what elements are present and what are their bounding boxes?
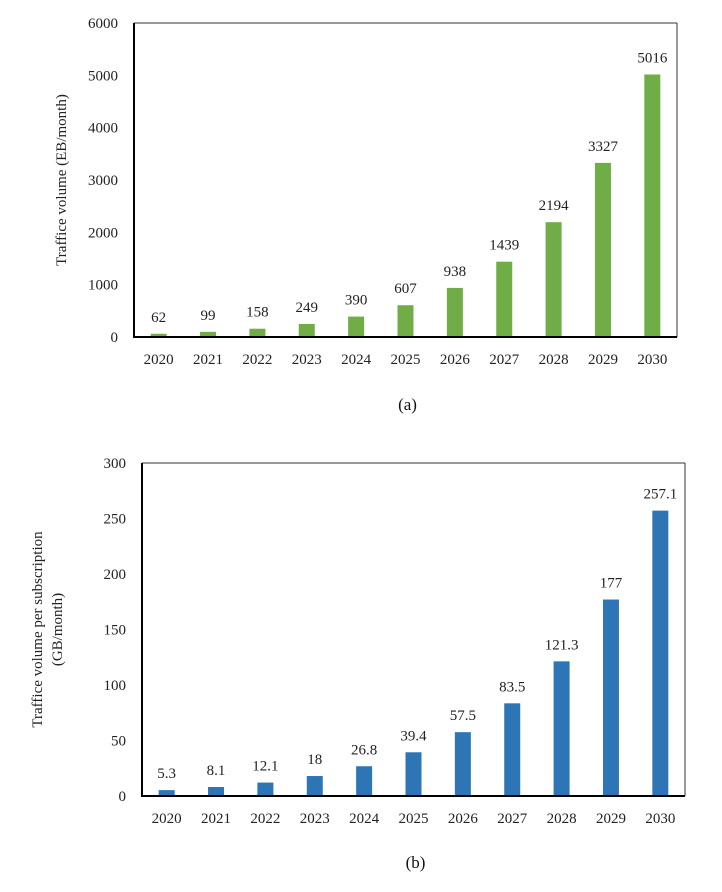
- x-tick-label-2020: 2020: [152, 811, 182, 827]
- bar-2027: [496, 261, 513, 337]
- x-tick-label-2027: 2027: [497, 811, 528, 827]
- x-tick-label-2022: 2022: [250, 811, 280, 827]
- y-axis-label-line-2: (GB/month): [50, 593, 66, 666]
- data-label-2022: 12.1: [252, 759, 278, 775]
- x-tick-label-2027: 2027: [489, 352, 520, 368]
- x-tick-label-2028: 2028: [547, 811, 577, 827]
- y-tick-label-6000: 6000: [88, 16, 118, 32]
- x-tick-label-2030: 2030: [637, 352, 667, 368]
- y-tick-label-3000: 3000: [88, 173, 118, 189]
- data-label-2021: 8.1: [207, 763, 226, 779]
- bar-2028: [553, 661, 570, 796]
- y-tick-label-1000: 1000: [88, 278, 118, 294]
- x-tick-label-2028: 2028: [539, 352, 569, 368]
- x-tick-label-2025: 2025: [391, 352, 421, 368]
- figure-caption: (a): [398, 395, 417, 414]
- y-tick-label-100: 100: [104, 678, 127, 694]
- data-label-2025: 39.4: [400, 728, 427, 744]
- data-label-2020: 62: [151, 310, 166, 326]
- bar-2024: [356, 766, 373, 796]
- y-axis-label: Traffice volume per subscription: [30, 531, 46, 728]
- y-tick-label-250: 250: [104, 512, 127, 528]
- bar-2025: [397, 305, 414, 337]
- data-label-2029: 177: [600, 576, 623, 592]
- x-tick-label-2021: 2021: [193, 352, 223, 368]
- y-tick-label-300: 300: [104, 456, 127, 472]
- data-label-2030: 257.1: [643, 487, 677, 503]
- bar-2020: [158, 790, 175, 796]
- bar-2026: [446, 287, 463, 337]
- data-label-2028: 2194: [539, 198, 570, 214]
- chart-a: 62 2020 99 2021 158 2022 249 2023 390 2024 607 2025…: [54, 16, 678, 414]
- x-tick-label-2025: 2025: [399, 811, 429, 827]
- x-tick-label-2020: 2020: [144, 352, 174, 368]
- y-tick-label-2000: 2000: [88, 225, 118, 241]
- x-tick-label-2029: 2029: [596, 811, 626, 827]
- bar-2027: [504, 703, 521, 796]
- bar-2028: [545, 222, 562, 337]
- data-label-2020: 5.3: [157, 766, 176, 782]
- y-tick-label-5000: 5000: [88, 68, 118, 84]
- y-tick-label-150: 150: [104, 623, 127, 639]
- data-label-2023: 18: [307, 752, 322, 768]
- x-tick-label-2024: 2024: [341, 352, 372, 368]
- data-label-2026: 938: [444, 264, 467, 280]
- x-tick-label-2023: 2023: [300, 811, 330, 827]
- data-label-2027: 83.5: [499, 679, 525, 695]
- data-label-2022: 158: [246, 305, 269, 321]
- data-label-2026: 57.5: [450, 708, 476, 724]
- data-label-2021: 99: [201, 308, 216, 324]
- bar-2023: [298, 323, 315, 337]
- x-tick-label-2026: 2026: [440, 352, 471, 368]
- data-label-2028: 121.3: [545, 637, 579, 653]
- x-tick-label-2026: 2026: [448, 811, 479, 827]
- data-label-2027: 1439: [489, 238, 519, 254]
- bar-2022: [257, 782, 274, 796]
- bar-2030: [652, 510, 669, 796]
- x-tick-label-2030: 2030: [645, 811, 675, 827]
- x-tick-label-2022: 2022: [242, 352, 272, 368]
- bar-2026: [454, 732, 471, 796]
- x-tick-label-2023: 2023: [292, 352, 322, 368]
- data-label-2029: 3327: [588, 139, 619, 155]
- bar-2024: [348, 316, 365, 337]
- data-label-2024: 390: [345, 293, 368, 309]
- bar-2029: [602, 599, 619, 796]
- y-tick-label-4000: 4000: [88, 121, 118, 137]
- x-tick-label-2029: 2029: [588, 352, 618, 368]
- y-axis-label: Traffice volume (EB/month): [54, 94, 70, 266]
- bar-2021: [208, 787, 225, 796]
- bar-2030: [644, 74, 661, 337]
- bar-2025: [405, 752, 422, 796]
- data-label-2023: 249: [296, 300, 319, 316]
- y-tick-label-200: 200: [104, 567, 127, 583]
- bar-2021: [200, 331, 217, 337]
- x-tick-label-2024: 2024: [349, 811, 380, 827]
- bar-2020: [150, 333, 167, 337]
- y-tick-label-50: 50: [111, 734, 126, 750]
- chart-b: 5.3 2020 8.1 2021 12.1 2022 18 2023 26.8 2024 39.4…: [30, 456, 686, 872]
- data-label-2025: 607: [394, 281, 417, 297]
- data-label-2030: 5016: [637, 50, 668, 66]
- y-tick-label-0: 0: [119, 789, 127, 805]
- x-tick-label-2021: 2021: [201, 811, 231, 827]
- bar-2022: [249, 328, 266, 337]
- data-label-2024: 26.8: [351, 742, 377, 758]
- bar-2023: [306, 776, 323, 796]
- figure-caption: (b): [406, 853, 426, 872]
- y-tick-label-0: 0: [111, 330, 119, 346]
- bar-2029: [594, 162, 611, 337]
